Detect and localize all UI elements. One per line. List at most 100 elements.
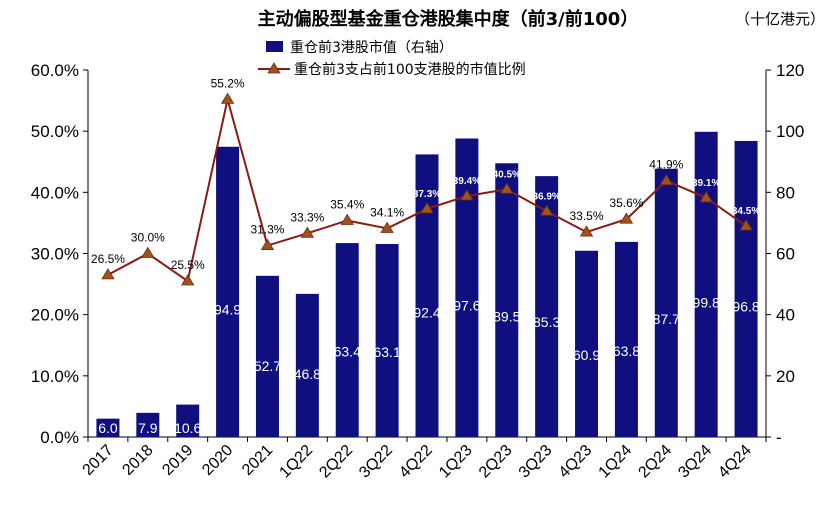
legend-line-label: 重仓前3支占前100支港股的市值比例: [294, 61, 526, 78]
bar-value-label: 96.8: [732, 299, 759, 315]
bar-value-label: 85.3: [533, 314, 560, 330]
line-value-label: 26.5%: [91, 252, 125, 266]
left-tick-label: 30.0%: [31, 245, 79, 264]
x-tick-label: 3Q22: [356, 442, 396, 482]
bar-value-label: 6.0: [98, 420, 118, 436]
bar: [255, 275, 279, 437]
line-value-label: 33.5%: [570, 209, 604, 223]
line-marker: [300, 226, 315, 238]
right-tick-label: 40: [776, 306, 795, 325]
left-tick-label: 60.0%: [31, 61, 79, 80]
line-value-label: 36.9%: [532, 191, 560, 202]
line-value-label: 34.5%: [732, 206, 760, 217]
bar: [216, 146, 240, 437]
bar: [295, 293, 319, 437]
line-value-label: 30.0%: [131, 231, 165, 245]
bar-value-label: 63.4: [334, 344, 361, 360]
line-marker: [659, 173, 674, 186]
left-tick-label: 40.0%: [31, 183, 79, 202]
bar-value-label: 89.5: [493, 309, 520, 325]
left-tick-label: 20.0%: [31, 306, 79, 325]
x-tick-label: 1Q23: [436, 442, 476, 482]
bar: [455, 138, 479, 438]
x-tick-label: 3Q23: [516, 442, 556, 482]
x-tick-label: 2Q23: [476, 442, 516, 482]
line-marker: [141, 246, 155, 258]
line-value-label: 39.1%: [692, 178, 720, 189]
bar-value-label: 46.8: [294, 366, 321, 382]
line-marker: [619, 212, 634, 224]
line-value-label: 34.1%: [370, 205, 404, 219]
x-tick-label: 2021: [239, 442, 276, 479]
left-tick-label: 50.0%: [31, 122, 79, 141]
x-tick-label: 2018: [119, 442, 156, 479]
bar-value-label: 7.9: [138, 420, 158, 436]
data-labels: 6.0 7.9 10.6 94.9 52.7 46.8 63.4 63.1 92.4 97.6 89…: [91, 76, 760, 436]
line-value-label: 41.9%: [649, 158, 683, 172]
line-value-label: 37.3%: [413, 189, 441, 200]
line-value-label: 55.2%: [211, 76, 245, 90]
line-value-label: 33.3%: [290, 210, 324, 224]
bar-value-label: 63.1: [373, 344, 400, 360]
bar: [694, 131, 718, 438]
x-tick-label: 2Q24: [635, 442, 675, 482]
line-marker: [579, 225, 594, 237]
line-marker: [180, 274, 195, 286]
line-value-label: 35.4%: [330, 197, 364, 211]
legend-bar-swatch: [266, 41, 283, 52]
line-marker: [500, 182, 514, 194]
bar-value-label: 99.8: [693, 295, 720, 311]
line-marker: [340, 213, 354, 225]
line-marker: [539, 204, 554, 216]
right-tick-label: 100: [776, 122, 804, 141]
right-tick-label: 120: [776, 61, 804, 80]
x-tick-label: 4Q24: [715, 442, 755, 482]
bar-series: [96, 131, 758, 438]
x-tick-label: 1Q24: [596, 442, 636, 482]
legend: 重仓前3港股市值（右轴） 重仓前3支占前100支港股的市值比例: [258, 39, 526, 78]
x-tick-label: 1Q22: [276, 442, 316, 482]
right-tick-label: -: [776, 428, 782, 447]
line-marker: [101, 268, 115, 280]
x-tick-label: 4Q22: [396, 442, 436, 482]
x-tick-label: 2Q22: [316, 442, 356, 482]
bar-value-label: 97.6: [453, 298, 480, 314]
bar-value-label: 94.9: [214, 301, 241, 317]
left-tick-label: 0.0%: [40, 428, 79, 447]
bar-value-label: 52.7: [254, 358, 281, 374]
line-value-label: 39.4%: [453, 176, 481, 187]
line-value-label: 25.5%: [171, 258, 205, 272]
line-series: [101, 92, 753, 286]
left-tick-label: 10.0%: [31, 367, 79, 386]
bar: [495, 163, 519, 437]
line-value-label: 35.6%: [609, 196, 643, 210]
bar-value-label: 87.7: [653, 311, 680, 327]
legend-bar-label: 重仓前3港股市值（右轴）: [290, 39, 453, 56]
line-marker: [260, 238, 275, 250]
bar: [375, 244, 399, 437]
bar: [614, 241, 638, 437]
bar-value-label: 60.9: [573, 347, 600, 363]
bar: [96, 418, 120, 437]
bar: [575, 250, 599, 437]
bar-value-label: 92.4: [413, 305, 440, 321]
x-tick-label: 2017: [80, 442, 117, 479]
x-tick-label: 3Q24: [675, 442, 715, 482]
line-marker: [420, 202, 434, 214]
bar-value-label: 10.6: [174, 420, 201, 436]
line-marker: [220, 92, 235, 104]
bar: [176, 404, 200, 437]
bar: [136, 412, 160, 437]
legend-line-marker: [267, 62, 281, 74]
line-marker: [739, 219, 753, 231]
line-marker: [699, 191, 713, 203]
unit-label: （十亿港元）: [735, 10, 825, 28]
x-tick-label: 4Q23: [556, 442, 596, 482]
x-tick-label: 2019: [159, 442, 196, 479]
bar: [535, 176, 559, 438]
line-marker: [460, 189, 474, 201]
right-tick-label: 80: [776, 183, 795, 202]
chart-title: 主动偏股型基金重仓港股集中度（前3/前100）: [258, 8, 639, 30]
bar: [335, 243, 359, 437]
